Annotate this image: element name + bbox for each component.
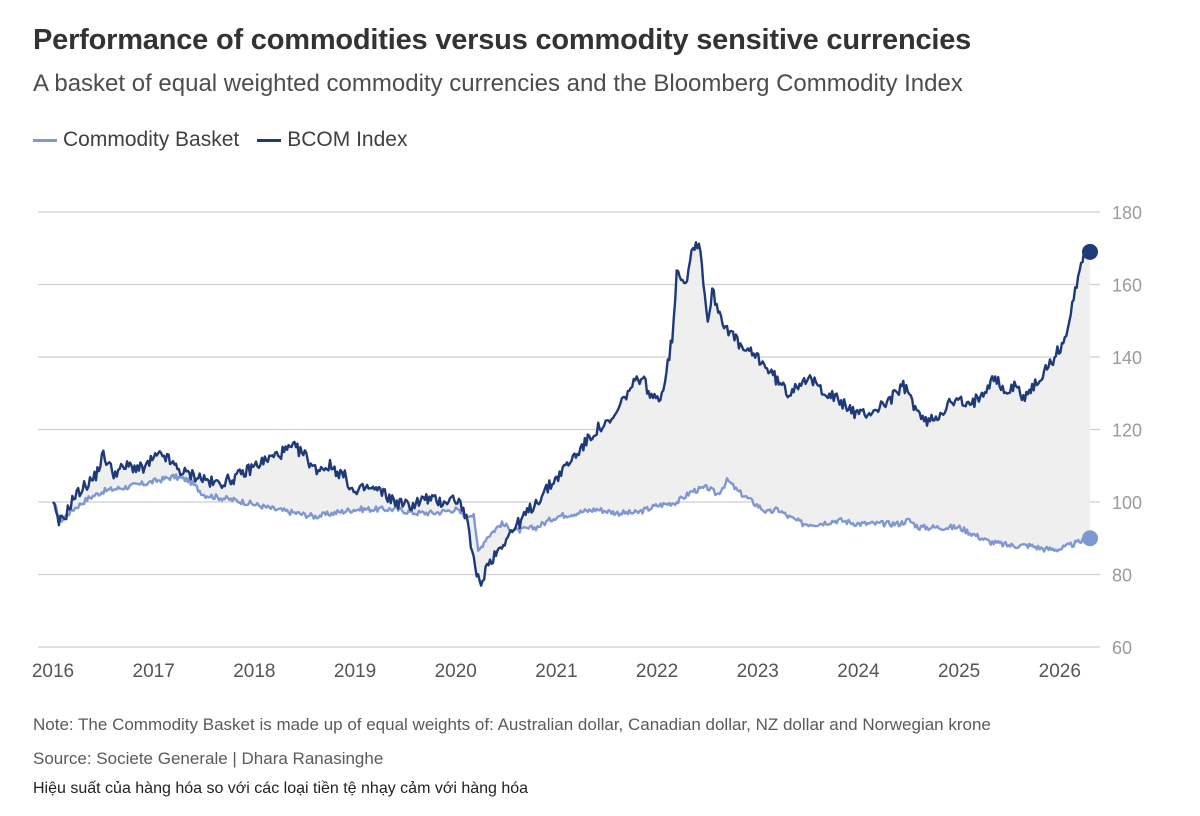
chart-note: Note: The Commodity Basket is made up of… (33, 715, 991, 734)
x-tick-label: 2019 (334, 661, 376, 682)
x-tick-label: 2018 (233, 661, 275, 682)
commodity-basket-end-marker (1082, 530, 1098, 547)
chart-title: Performance of commodities versus commod… (33, 24, 972, 56)
x-tick-label: 2023 (737, 661, 779, 682)
legend: Commodity Basket BCOM Index (33, 128, 425, 152)
y-tick-label: 60 (1112, 638, 1132, 658)
y-tick-label: 180 (1112, 203, 1142, 223)
x-tick-label: 2024 (837, 661, 880, 682)
bcom-index-line (52, 241, 1092, 587)
x-tick-label: 2016 (32, 661, 74, 682)
legend-item-basket: Commodity Basket (33, 128, 239, 152)
y-tick-label: 100 (1112, 493, 1142, 513)
y-tick-label: 140 (1112, 348, 1142, 368)
x-tick-label: 2022 (636, 661, 678, 682)
legend-label-basket: Commodity Basket (63, 128, 240, 151)
line-chart: 60 80 100 120 140 160 180 2016 2017 2018 2019 2020… (32, 203, 1142, 682)
y-tick-label: 160 (1112, 276, 1142, 296)
legend-swatch-basket (33, 138, 57, 142)
chart-subtitle: A basket of equal weighted commodity cur… (33, 70, 963, 97)
series-lines (52, 241, 1098, 587)
chart-source: Source: Societe Generale | Dhara Ranasin… (33, 749, 384, 768)
legend-item-bcom: BCOM Index (257, 128, 407, 152)
image-caption: Hiệu suất của hàng hóa so với các loại t… (33, 780, 529, 797)
y-tick-label: 120 (1112, 421, 1142, 441)
x-axis-ticks: 2016 2017 2018 2019 2020 2021 2022 2023 2024 2025… (32, 661, 1081, 682)
y-axis-ticks: 60 80 100 120 140 160 180 (1112, 203, 1142, 658)
legend-label-bcom: BCOM Index (287, 128, 408, 151)
y-tick-label: 80 (1112, 566, 1132, 586)
x-tick-label: 2025 (938, 661, 980, 682)
bcom-index-end-marker (1082, 243, 1098, 260)
x-tick-label: 2017 (133, 661, 175, 682)
shaded-gap-area (53, 242, 1090, 586)
commodity-basket-line (52, 473, 1091, 553)
x-tick-label: 2020 (435, 661, 477, 682)
x-tick-label: 2021 (535, 661, 577, 682)
x-tick-label: 2026 (1039, 661, 1081, 682)
legend-swatch-bcom (257, 138, 282, 142)
